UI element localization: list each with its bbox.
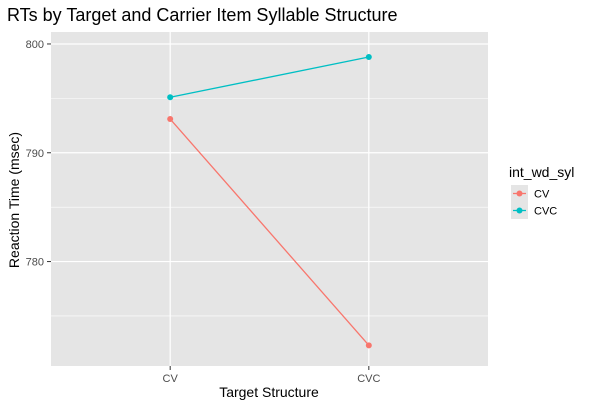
legend-label-cvc: CVC <box>534 206 557 218</box>
y-axis-title: Reaction Time (msec) <box>6 132 22 268</box>
x-tick-label: CV <box>163 373 179 385</box>
legend-items: CV CVC <box>511 185 557 219</box>
y-tick-label: 780 <box>26 257 44 269</box>
y-tick-label: 800 <box>26 39 44 51</box>
data-point-cv <box>366 342 372 348</box>
x-tick-label: CVC <box>357 373 380 385</box>
legend-title: int_wd_syl <box>509 164 574 180</box>
data-point-cvc <box>167 94 173 100</box>
legend-point-cv <box>517 191 523 197</box>
x-axis-title: Target Structure <box>219 384 319 400</box>
data-point-cv <box>167 116 173 122</box>
legend: int_wd_syl CV CVC <box>509 164 574 219</box>
legend-label-cv: CV <box>534 189 550 201</box>
chart-title: RTs by Target and Carrier Item Syllable … <box>7 5 398 25</box>
data-point-cvc <box>366 54 372 60</box>
legend-point-cvc <box>517 208 523 214</box>
y-tick-label: 790 <box>26 148 44 160</box>
